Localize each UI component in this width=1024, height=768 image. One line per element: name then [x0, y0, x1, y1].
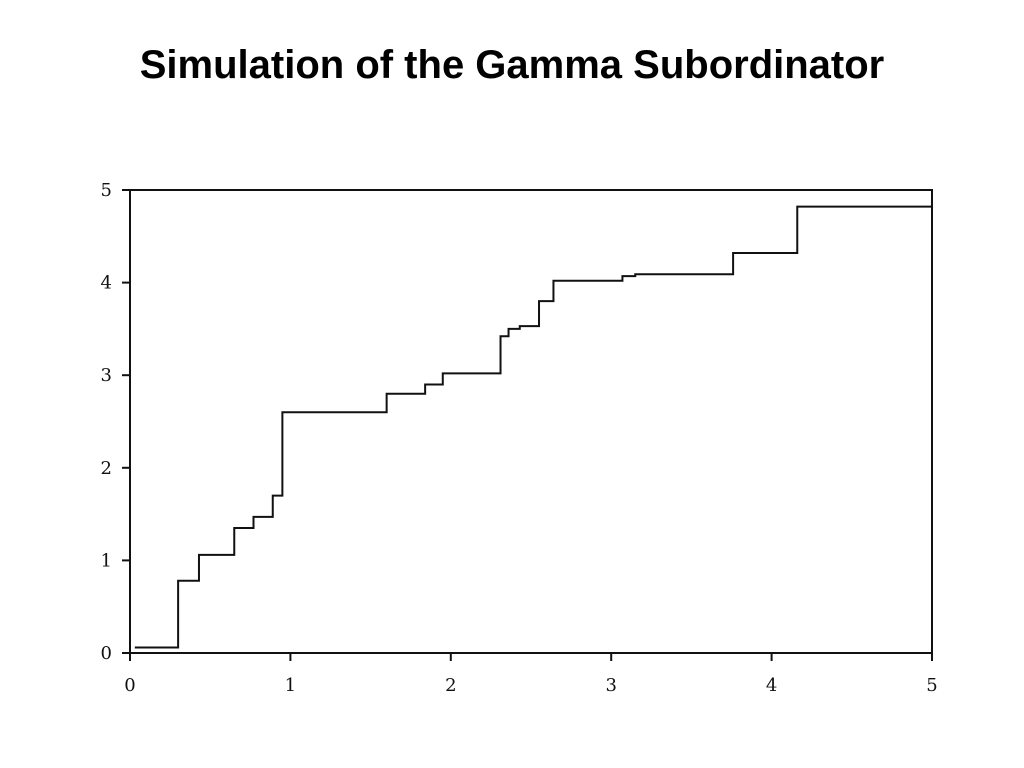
x-tick-label: 0 — [124, 675, 135, 696]
y-tick-label: 4 — [101, 273, 112, 294]
y-tick-label: 0 — [101, 643, 112, 664]
chart-title: Simulation of the Gamma Subordinator — [140, 43, 885, 87]
x-tick-label: 5 — [926, 675, 937, 696]
y-tick-label: 2 — [101, 458, 112, 479]
step-line — [134, 205, 932, 649]
y-tick-label: 1 — [101, 550, 112, 571]
x-tick-label: 1 — [285, 675, 296, 696]
plot-frame — [129, 189, 933, 654]
x-tick-label: 3 — [605, 675, 616, 696]
y-tick-label: 5 — [101, 180, 112, 201]
y-tick-label: 3 — [101, 365, 112, 386]
x-tick-label: 4 — [766, 675, 777, 696]
x-tick-label: 2 — [445, 675, 456, 696]
